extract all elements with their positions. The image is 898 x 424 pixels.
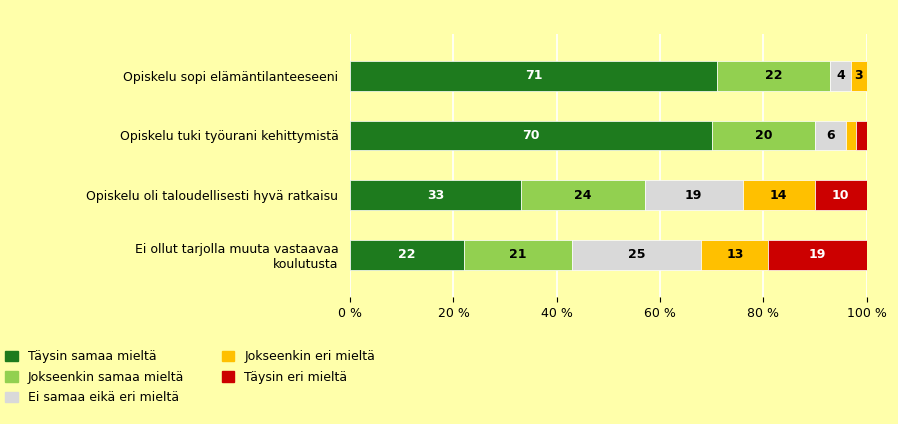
Text: 3: 3 (855, 69, 863, 82)
Bar (701, 240, 769, 270)
Bar (350, 180, 521, 210)
Text: 24: 24 (574, 189, 591, 202)
Bar (856, 120, 867, 151)
Text: 13: 13 (726, 248, 744, 262)
Bar (769, 240, 867, 270)
Bar (717, 61, 831, 91)
Text: 10: 10 (832, 189, 850, 202)
Bar (711, 120, 814, 151)
Bar (831, 61, 851, 91)
Bar (846, 120, 856, 151)
Text: 70: 70 (523, 129, 540, 142)
Bar (645, 180, 743, 210)
Text: 4: 4 (836, 69, 845, 82)
Bar (743, 180, 814, 210)
Text: 22: 22 (399, 248, 416, 262)
Bar (851, 61, 867, 91)
Bar (350, 61, 717, 91)
Bar (572, 240, 701, 270)
Text: 19: 19 (685, 189, 702, 202)
Bar (521, 180, 645, 210)
Text: 71: 71 (524, 69, 542, 82)
Text: 20: 20 (754, 129, 772, 142)
Text: 21: 21 (509, 248, 527, 262)
Bar (463, 240, 572, 270)
Bar (814, 180, 867, 210)
Text: 25: 25 (628, 248, 646, 262)
Bar (350, 240, 463, 270)
Text: 14: 14 (770, 189, 788, 202)
Legend: Täysin samaa mieltä, Jokseenkin samaa mieltä, Ei samaa eikä eri mieltä, Jokseenk: Täysin samaa mieltä, Jokseenkin samaa mi… (5, 350, 375, 404)
Bar (350, 120, 711, 151)
Text: 19: 19 (809, 248, 826, 262)
Bar (814, 120, 846, 151)
Text: 33: 33 (427, 189, 444, 202)
Text: 6: 6 (826, 129, 835, 142)
Text: 22: 22 (765, 69, 782, 82)
